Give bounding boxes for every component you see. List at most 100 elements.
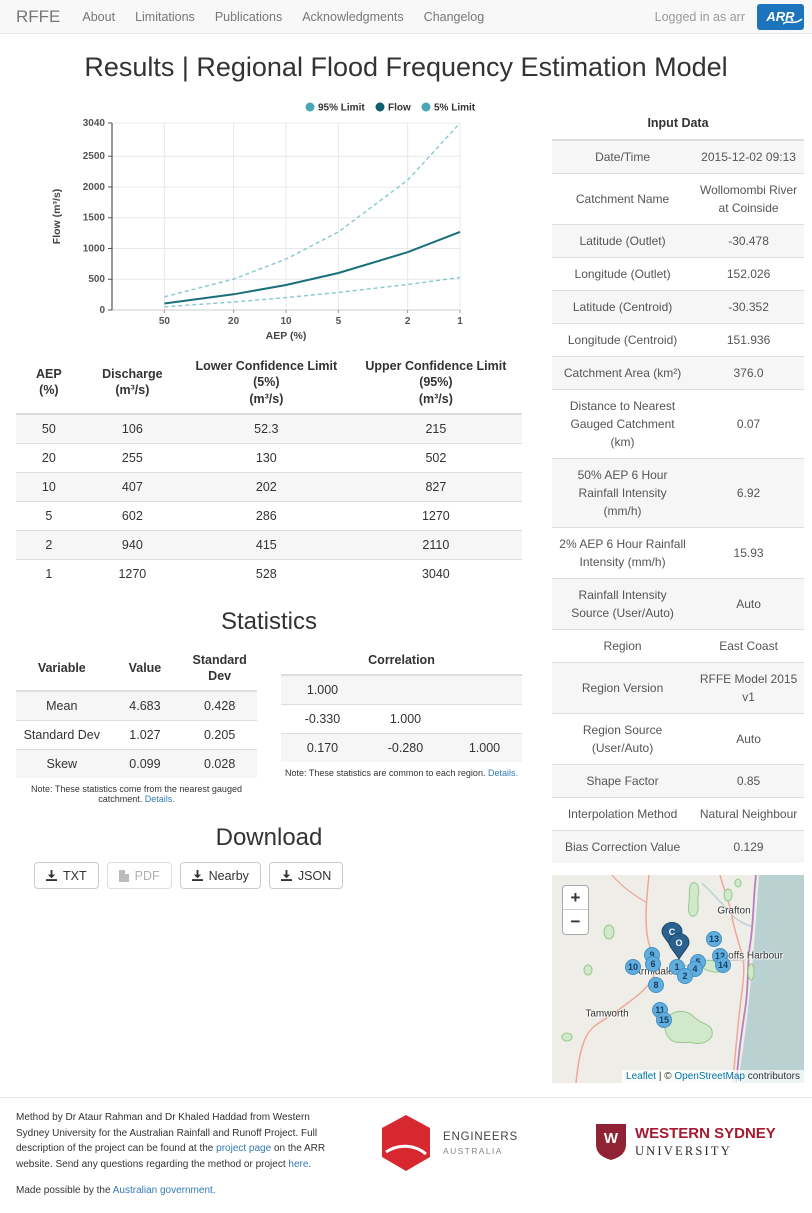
leaflet-link[interactable]: Leaflet [626,1071,657,1083]
input-data-header-row: Input Data [552,107,804,142]
table-cell: 0.170 [281,733,364,762]
input-data-row: Longitude (Centroid) 151.936 [552,323,804,357]
engineers-australia-logo: ENGINEERS AUSTRALIA [380,1114,518,1172]
engineers-australia-name: ENGINEERS [443,1130,518,1143]
statistics-row: Mean 4.683 0.428 [16,690,257,721]
map-marker-14[interactable]: 14 [715,957,731,974]
map-marker-2[interactable]: 2 [677,968,693,985]
table-cell: 1.000 [363,704,447,734]
x-tick-label: 2 [405,316,411,327]
input-data-row: Date/Time 2015-12-02 09:13 [552,139,804,174]
statistics-table: Variable Value Standard Dev Mean 4.683 0.4… [16,645,257,779]
table-cell: Auto [693,713,804,765]
engineers-australia-sub: AUSTRALIA [443,1145,503,1156]
zoom-out-button[interactable]: − [570,912,581,932]
table-cell: 5 [16,500,82,531]
legend-swatch-icon [305,102,315,112]
table-cell: -0.330 [281,704,364,734]
download-nearby-button[interactable]: Nearby [179,862,261,890]
table-cell: Standard Dev [16,720,108,750]
download-icon [191,870,203,882]
y-tick-label: 1500 [83,213,106,224]
contact-here-link[interactable]: here [288,1158,309,1170]
project-page-link[interactable]: project page [216,1143,272,1155]
engineers-australia-hexagon-icon [382,1115,430,1172]
download-pdf-button[interactable]: PDF [106,862,172,890]
nav-item-publications[interactable]: Publications [214,9,283,24]
table-cell: -30.352 [693,290,804,324]
table-cell: Rainfall Intensity Source (User/Auto) [552,578,694,630]
legend-label: 95% Limit [318,103,365,114]
footer-credit-text: Made possible by the Australian governme… [16,1185,216,1197]
table-cell: 1.000 [281,674,364,705]
y-tick-label: 2000 [83,182,106,193]
details-link[interactable]: Details. [144,794,175,805]
table-cell: Catchment Area (km²) [552,356,694,390]
table-cell: 215 [349,413,522,444]
input-data-row: Region Source (User/Auto) Auto [552,713,804,765]
table-cell: 415 [182,529,350,560]
table-cell: Wollomombi River at Coinside [693,173,804,225]
map-marker-8[interactable]: 8 [648,977,664,994]
map-marker-13[interactable]: 13 [706,931,722,948]
nav-item-about[interactable]: About [82,9,116,24]
col-header-stddev: Standard Dev [182,645,257,693]
map-road [611,875,648,904]
leaflet-map[interactable]: + − Grafton Coffs Harbour Armidale Tamworth… [552,875,804,1084]
download-icon [280,870,292,882]
navbar: RFFE About Limitations Publications Ackn… [0,0,812,34]
nav-item-changelog[interactable]: Changelog [423,9,485,24]
western-sydney-university-logo: W WESTERN SYDNEY UNIVERSITY [595,1124,776,1161]
logged-in-status: Logged in as arr [654,9,745,24]
arr-logo[interactable]: ARR [757,3,804,30]
file-icon [118,869,129,882]
nav-item-acknowledgments[interactable]: Acknowledgments [302,9,404,24]
table-cell: Interpolation Method [552,797,694,831]
table-cell: 1.000 [446,733,522,762]
results-row: 1 1270 528 3040 [16,558,522,588]
table-cell: Auto [693,578,804,630]
statistics-heading: Statistics [220,607,318,635]
details-link[interactable]: Details. [487,768,518,778]
input-data-row: Rainfall Intensity Source (User/Auto) Aut… [552,578,804,630]
download-txt-button[interactable]: TXT [34,862,99,890]
table-cell: Bias Correction Value [552,830,694,864]
table-cell [446,704,522,734]
map-marker-15[interactable]: 15 [656,1012,672,1029]
lower-limit-line [164,276,461,308]
input-data-row: Shape Factor 0.85 [552,764,804,798]
footer: Method by Dr Ataur Rahman and Dr Khaled … [0,1110,812,1213]
table-cell: -30.478 [693,224,804,258]
table-cell: Longitude (Centroid) [552,323,694,357]
openstreetmap-link[interactable]: OpenStreetMap [674,1071,745,1083]
table-cell: 286 [182,500,350,531]
footer-divider [0,1097,812,1099]
x-tick-label: 5 [336,316,342,327]
table-cell: 255 [81,442,183,473]
map-marker-10[interactable]: 10 [625,959,641,976]
map-marker-6[interactable]: 6 [645,956,661,973]
table-cell: -0.280 [363,733,447,762]
table-cell: 827 [349,471,522,502]
svg-text:W: W [604,1130,619,1147]
table-cell: 940 [81,529,183,560]
legend-label: 5% Limit [434,103,476,114]
map-pin-outlet[interactable]: O [668,933,690,965]
input-data-row: Region East Coast [552,629,804,663]
table-cell: 6.92 [693,458,804,528]
correlation-row: 0.170 -0.280 1.000 [281,733,522,762]
australian-government-link[interactable]: Australian government. [112,1185,216,1197]
zoom-in-button[interactable]: + [563,886,588,911]
table-cell: 528 [182,558,350,588]
nav-item-limitations[interactable]: Limitations [135,9,195,24]
table-cell: Skew [16,749,108,779]
download-json-button[interactable]: JSON [268,862,344,890]
table-cell: 0.428 [182,690,257,721]
input-data-row: Catchment Area (km²) 376.0 [552,356,804,390]
x-axis-label: AEP (%) [266,330,307,342]
results-table: AEP (%) Discharge (m³/s) Lower Confidence … [16,352,522,588]
svg-text:C: C [669,927,676,937]
table-cell: Region [552,629,694,663]
results-row: 10 407 202 827 [16,471,522,502]
brand-rffe[interactable]: RFFE [16,6,61,26]
